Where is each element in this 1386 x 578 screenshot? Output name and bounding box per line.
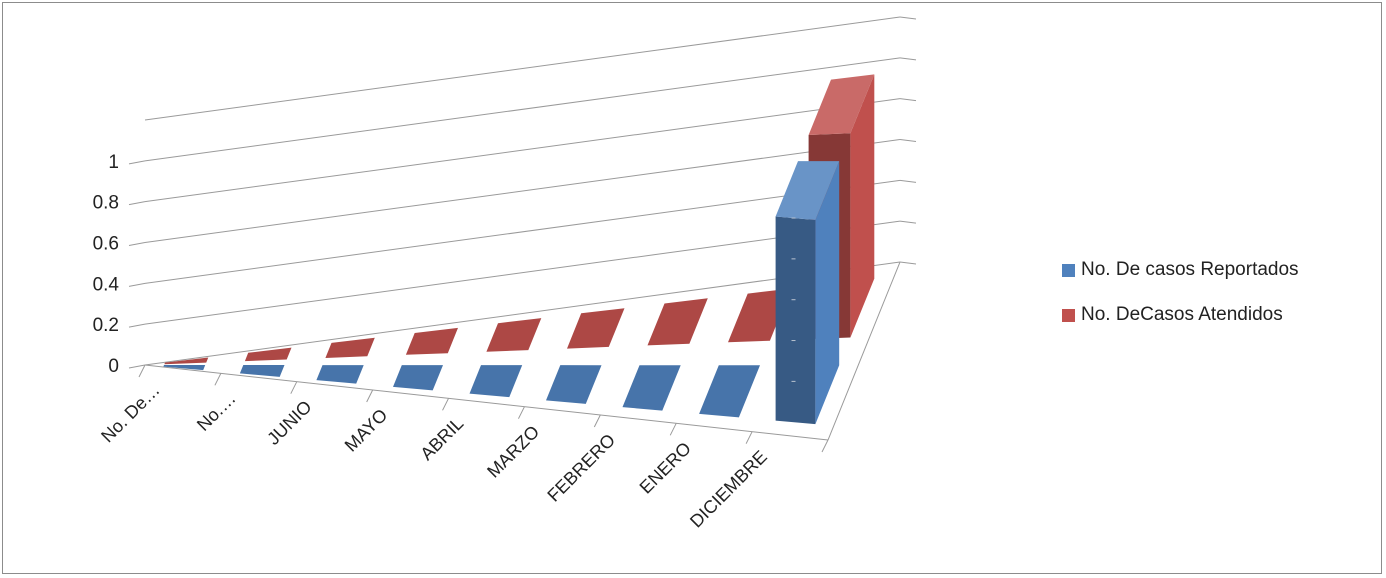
x-tick [593,414,601,428]
y-tick-label: 0 [108,356,119,377]
gridline [144,57,901,162]
bar-base [699,365,760,418]
bar-base [239,365,285,377]
y-tick [128,242,146,246]
x-category-label: No. De… [97,380,163,446]
y-tick [128,201,146,206]
legend-swatch-attended [1062,308,1075,322]
bar [486,318,542,352]
legend-item-reported: No. De casos Reportados [1062,258,1299,282]
x-category-label: No.… [193,388,240,435]
bar-base [622,365,681,411]
bar [775,161,840,425]
y-tick [128,364,146,369]
gridline-stub [899,57,917,61]
x-tick [442,398,450,411]
bar [622,365,681,411]
x-tick [669,423,677,436]
bar-base [164,357,209,365]
x-tick [745,431,753,444]
bar [393,365,443,391]
bar-base [405,327,458,355]
x-category-label: MAYO [341,405,392,456]
bar [405,327,458,355]
bar-base [163,365,206,371]
gridline [144,220,901,325]
gridline [144,16,901,121]
legend-item-attended: No. DeCasos Atendidos [1062,303,1299,327]
bar [469,365,523,398]
bar [316,365,364,384]
y-tick [128,160,146,165]
bar [699,365,760,418]
x-category-label: JUNIO [263,396,315,448]
bar-top-face [775,161,840,220]
bar-base [647,298,708,346]
gridlines [144,16,917,441]
bar [164,357,209,365]
bar-base [316,365,364,384]
bar-base [244,347,292,362]
gridline [144,139,901,243]
bar [647,298,708,346]
bars [163,74,875,425]
gridline-stub [899,179,917,183]
legend-label-attended: No. DeCasos Atendidos [1081,304,1283,325]
x-tick [366,389,374,403]
x-tick [138,364,146,378]
bar-base [567,308,625,349]
bar-base [728,288,791,343]
legend-label-reported: No. De casos Reportados [1081,259,1299,280]
bar [567,308,625,349]
y-tick [128,282,146,287]
x-tick [517,406,525,419]
gridline-stub [899,139,917,142]
bar-front-face [775,216,816,425]
legend-swatch-reported [1062,263,1075,277]
y-axis: 0 0.2 0.4 0.6 0.8 1 [93,152,146,377]
bar [163,365,206,371]
gridline-stub [899,98,917,102]
bar [325,337,375,358]
gridline [144,261,901,366]
x-category-label: DICIEMBRE [686,447,771,532]
bar-base [486,318,542,352]
y-tick [128,323,146,328]
bar [244,347,292,362]
bar [728,288,791,343]
bar-base [469,365,523,398]
y-tick-label: 0.6 [93,234,119,255]
x-category-label: FEBRERO [543,430,619,506]
gridline [144,179,901,284]
gridline-stub [899,220,917,224]
x-tick [821,439,829,453]
bar [239,365,285,377]
bar-base [546,365,602,404]
y-tick-label: 0.4 [93,274,120,295]
x-tick [290,381,298,394]
floor-side-edge [827,261,901,441]
x-category-label: ABRIL [416,413,467,464]
y-tick-label: 0.8 [93,193,119,214]
bar-side-face [815,161,840,425]
x-category-label: ENERO [636,438,695,497]
floor-front-edge [144,364,829,441]
gridline [144,98,901,203]
gridline-stub [899,261,917,265]
y-tick-label: 0.2 [93,315,119,336]
bar-base [325,337,375,358]
legend: No. De casos Reportados No. DeCasos Aten… [1062,258,1299,348]
x-category-label: MARZO [483,422,543,482]
y-tick-label: 1 [108,152,119,173]
x-tick [214,373,222,386]
gridline-stub [899,16,917,20]
bar-side-face [850,74,875,338]
bar [546,365,602,404]
bar-top-face [808,74,875,135]
bar-base [393,365,443,391]
